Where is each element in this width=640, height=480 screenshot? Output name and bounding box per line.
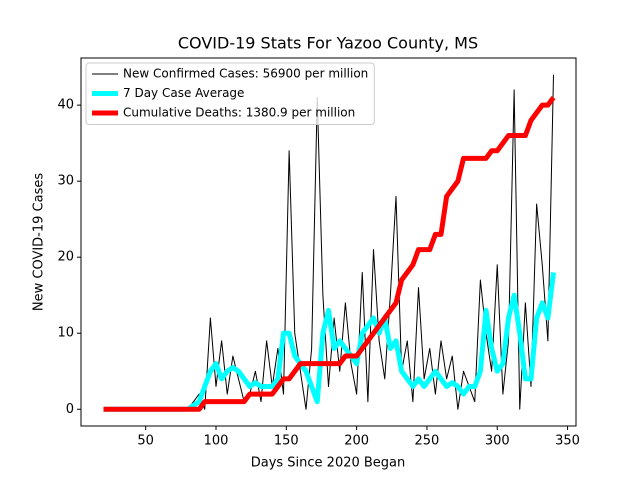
y-tick-label: 10 bbox=[57, 326, 74, 341]
plot-frame bbox=[80, 57, 577, 427]
legend-label: 7 Day Case Average bbox=[123, 86, 244, 100]
series-line bbox=[103, 272, 556, 412]
y-axis-label: New COVID-19 Cases bbox=[32, 173, 47, 311]
x-tick-label: 250 bbox=[415, 434, 440, 449]
y-tick-label: 0 bbox=[66, 402, 74, 417]
y-tick-label: 40 bbox=[57, 98, 74, 113]
y-tick-label: 20 bbox=[57, 250, 74, 265]
x-axis-label: Days Since 2020 Began bbox=[251, 456, 406, 471]
x-tick-label: 100 bbox=[204, 434, 229, 449]
x-tick-label: 50 bbox=[137, 434, 154, 449]
legend-box bbox=[85, 62, 375, 125]
chart-title: COVID-19 Stats For Yazoo County, MS bbox=[178, 34, 478, 53]
legend-label: Cumulative Deaths: 1380.9 per million bbox=[123, 106, 355, 120]
x-tick-label: 200 bbox=[344, 434, 369, 449]
legend: New Confirmed Cases: 56900 per million 7 … bbox=[85, 62, 375, 125]
series-line bbox=[103, 96, 556, 412]
x-tick-label: 150 bbox=[274, 434, 299, 449]
y-tick-label: 30 bbox=[57, 174, 74, 189]
legend-label: New Confirmed Cases: 56900 per million bbox=[123, 67, 368, 81]
x-tick-label: 300 bbox=[485, 434, 510, 449]
x-tick-label: 350 bbox=[555, 434, 580, 449]
